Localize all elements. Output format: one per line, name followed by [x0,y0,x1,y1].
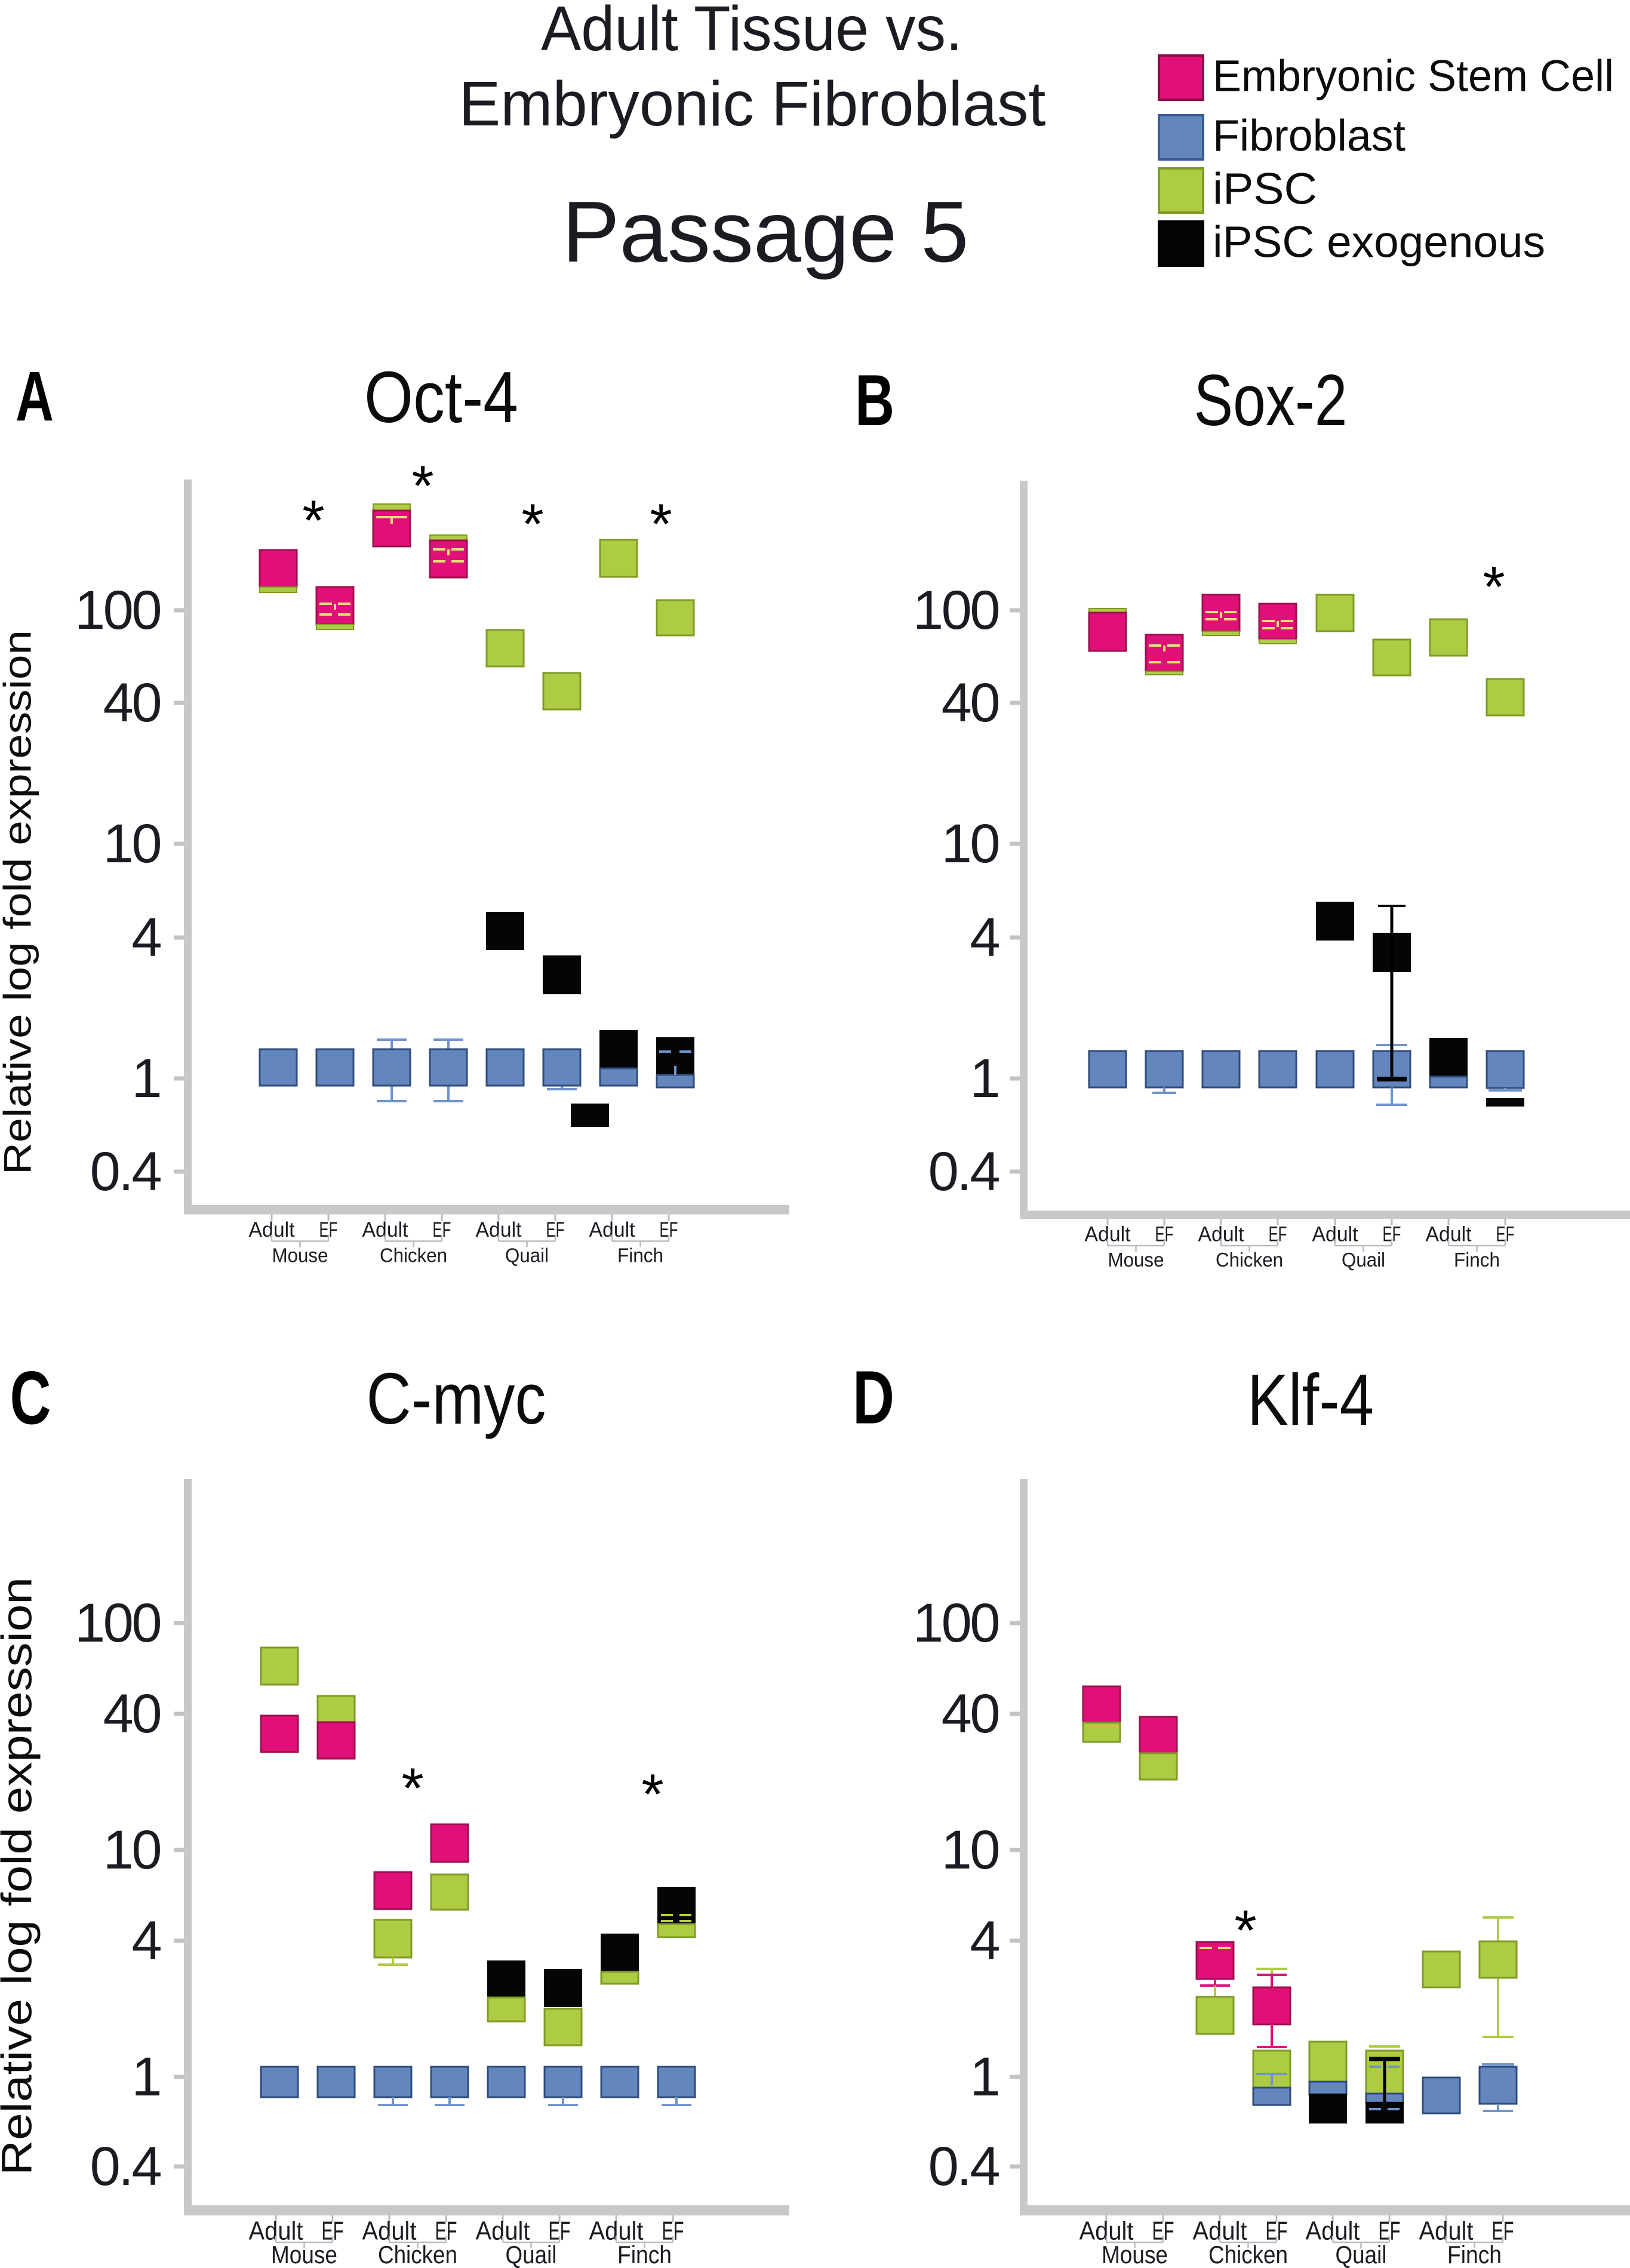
svg-text:Passage 5: Passage 5 [562,183,969,280]
svg-text:*: * [401,1757,423,1821]
svg-text:Embryonic Fibroblast: Embryonic Fibroblast [459,69,1046,139]
svg-text:Fibroblast: Fibroblast [1213,111,1406,161]
svg-text:iPSC: iPSC [1213,164,1317,214]
svg-text:0.4: 0.4 [928,2136,999,2197]
svg-text:Quail: Quail [505,1244,549,1267]
svg-text:D: D [853,1356,894,1440]
svg-text:Relative log fold expression: Relative log fold expression [0,1577,41,2175]
svg-text:*: * [1483,555,1505,619]
svg-text:*: * [650,493,672,557]
svg-text:1: 1 [131,1048,160,1109]
svg-text:Mouse: Mouse [271,2241,337,2268]
svg-text:Finch: Finch [1447,2241,1502,2268]
svg-text:Chicken: Chicken [1216,1249,1283,1271]
svg-text:100: 100 [913,1593,998,1654]
svg-text:1: 1 [970,2046,998,2107]
svg-text:0.4: 0.4 [90,2136,161,2197]
svg-text:C-myc: C-myc [367,1358,546,1439]
svg-text:10: 10 [942,1820,999,1880]
svg-text:Oct-4: Oct-4 [364,357,518,438]
svg-text:1: 1 [970,1048,998,1109]
svg-text:*: * [302,489,324,553]
svg-text:4: 4 [970,907,999,968]
svg-text:*: * [641,1763,663,1827]
svg-text:Chicken: Chicken [1208,2241,1288,2268]
svg-text:Finch: Finch [617,2241,672,2268]
svg-text:40: 40 [103,1683,161,1744]
svg-text:4: 4 [131,1910,161,1971]
svg-text:40: 40 [103,672,161,733]
svg-text:Chicken: Chicken [380,1244,447,1267]
svg-text:iPSC exogenous: iPSC exogenous [1213,217,1545,267]
svg-text:Mouse: Mouse [1102,2241,1168,2268]
svg-text:100: 100 [75,580,160,641]
svg-text:Finch: Finch [1454,1249,1500,1271]
svg-text:100: 100 [75,1593,160,1654]
svg-text:Finch: Finch [617,1244,663,1267]
svg-text:Adult Tissue vs.: Adult Tissue vs. [541,0,962,64]
svg-text:Quail: Quail [1336,2241,1387,2268]
svg-text:Quail: Quail [1342,1249,1385,1271]
svg-text:Embryonic Stem Cell: Embryonic Stem Cell [1213,51,1614,101]
svg-text:0.4: 0.4 [90,1141,161,1202]
svg-text:40: 40 [942,672,999,733]
svg-text:A: A [16,357,54,436]
svg-text:4: 4 [131,907,161,968]
svg-text:Relative log fold expression: Relative log fold expression [0,630,39,1175]
svg-text:10: 10 [103,813,161,874]
svg-text:B: B [855,359,894,441]
svg-text:Klf-4: Klf-4 [1247,1359,1374,1440]
svg-text:100: 100 [913,580,998,641]
svg-text:C: C [10,1356,51,1440]
svg-text:0.4: 0.4 [928,1141,999,1202]
svg-text:*: * [411,454,433,518]
svg-text:*: * [1234,1899,1256,1963]
svg-text:*: * [521,493,543,557]
svg-text:10: 10 [942,813,999,874]
svg-text:Sox-2: Sox-2 [1194,359,1348,441]
svg-text:Quail: Quail [506,2241,557,2268]
svg-text:10: 10 [103,1820,161,1880]
svg-text:1: 1 [131,2046,160,2107]
svg-text:40: 40 [942,1683,999,1744]
svg-text:Mouse: Mouse [272,1244,328,1267]
svg-text:Chicken: Chicken [378,2241,457,2268]
svg-text:Mouse: Mouse [1108,1249,1164,1271]
svg-text:4: 4 [970,1910,999,1971]
